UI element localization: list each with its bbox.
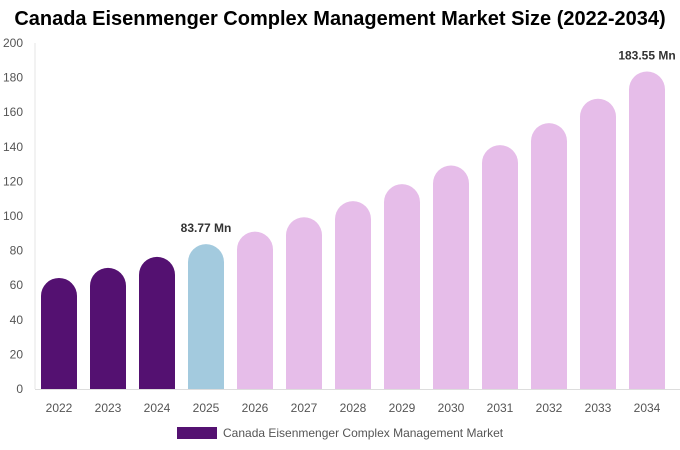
x-tick-label: 2024 xyxy=(144,401,171,415)
x-tick-label: 2030 xyxy=(438,401,465,415)
legend: Canada Eisenmenger Complex Management Ma… xyxy=(177,426,503,440)
bar-2032 xyxy=(531,123,567,389)
x-tick-label: 2022 xyxy=(46,401,73,415)
y-tick-label: 120 xyxy=(3,174,23,188)
bar-2024 xyxy=(139,256,175,389)
x-tick-label: 2031 xyxy=(487,401,514,415)
bar-2023 xyxy=(90,267,126,389)
legend-label: Canada Eisenmenger Complex Management Ma… xyxy=(223,426,504,440)
bar-2025 xyxy=(188,244,224,389)
bar-2027 xyxy=(286,217,322,389)
x-tick-label: 2028 xyxy=(340,401,367,415)
bar-2031 xyxy=(482,145,518,389)
x-tick-label: 2026 xyxy=(242,401,269,415)
bar-2029 xyxy=(384,184,420,389)
y-tick-label: 200 xyxy=(3,36,23,50)
x-tick-label: 2023 xyxy=(95,401,122,415)
x-tick-label: 2032 xyxy=(536,401,563,415)
legend-swatch xyxy=(177,427,217,439)
bar-2033 xyxy=(580,98,616,390)
bar-2026 xyxy=(237,231,273,389)
bar-2034 xyxy=(629,71,665,390)
x-tick-label: 2027 xyxy=(291,401,318,415)
y-tick-label: 40 xyxy=(10,313,24,327)
bar-2022 xyxy=(41,277,77,389)
y-tick-label: 80 xyxy=(10,244,24,258)
y-tick-label: 140 xyxy=(3,140,23,154)
data-label: 83.77 Mn xyxy=(181,221,232,235)
bar-2028 xyxy=(335,201,371,389)
x-tick-label: 2025 xyxy=(193,401,220,415)
y-tick-label: 100 xyxy=(3,209,23,223)
data-label: 183.55 Mn xyxy=(618,48,675,62)
chart-title: Canada Eisenmenger Complex Management Ma… xyxy=(14,8,666,30)
y-tick-label: 60 xyxy=(10,278,24,292)
x-tick-label: 2029 xyxy=(389,401,416,415)
bar-2030 xyxy=(433,165,469,389)
y-tick-label: 180 xyxy=(3,71,23,85)
y-tick-label: 20 xyxy=(10,347,24,361)
y-tick-label: 160 xyxy=(3,105,23,119)
x-tick-label: 2034 xyxy=(634,401,661,415)
x-tick-label: 2033 xyxy=(585,401,612,415)
y-tick-label: 0 xyxy=(16,382,23,396)
